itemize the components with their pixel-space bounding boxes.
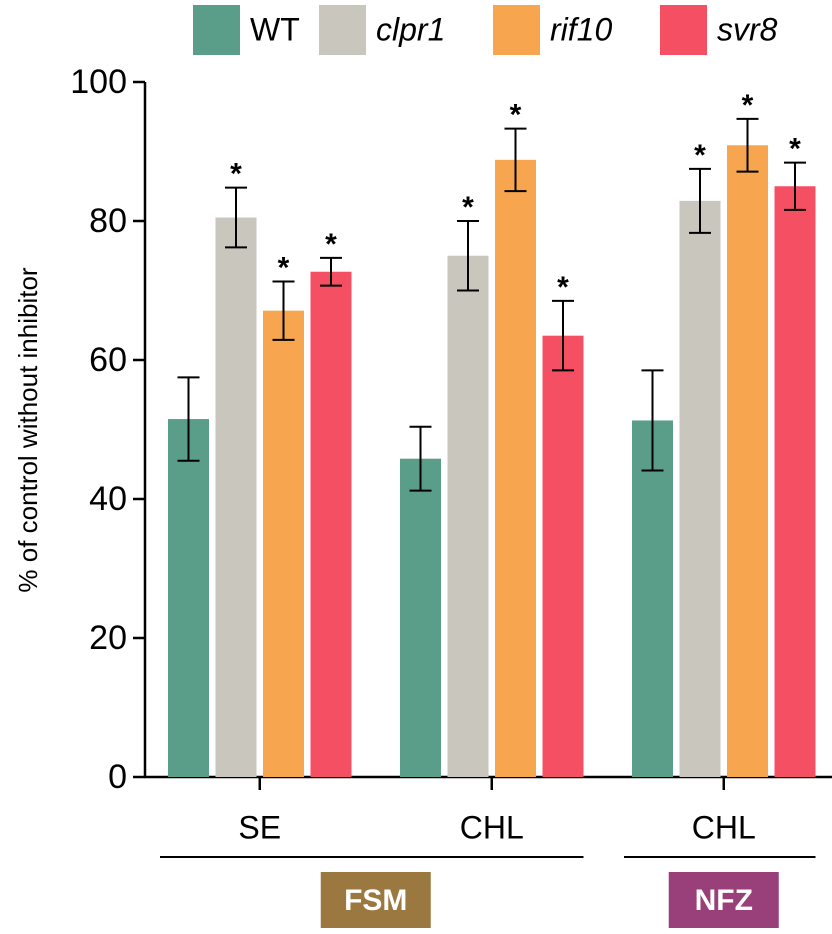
- bar: [774, 186, 816, 777]
- error-bar: [177, 376, 200, 462]
- significance-label: *: [325, 228, 337, 261]
- group-label: NFZ: [695, 884, 753, 917]
- significance-label: *: [694, 139, 706, 172]
- legend-swatch: [493, 5, 540, 55]
- legend-swatch: [660, 5, 707, 55]
- significance-label: *: [278, 251, 290, 284]
- error-bar: [641, 369, 664, 472]
- y-tick-label: 40: [89, 480, 127, 518]
- bar: [400, 458, 441, 777]
- x-tick-label: CHL: [460, 809, 524, 845]
- legend-swatch: [193, 5, 240, 55]
- bar: [310, 271, 352, 777]
- bar: [542, 335, 584, 777]
- bar: [495, 159, 536, 778]
- error-bar: [457, 220, 479, 292]
- bar: [679, 200, 721, 778]
- significance-label: *: [789, 133, 801, 166]
- group-label: FSM: [344, 884, 407, 917]
- group-box: [668, 872, 779, 928]
- y-tick-label: 0: [108, 758, 127, 796]
- error-bar: [689, 167, 711, 234]
- error-bar: [784, 161, 806, 211]
- legend-label: rif10: [550, 11, 612, 47]
- significance-label: *: [557, 271, 569, 304]
- legend-label: clpr1: [376, 11, 445, 47]
- error-bar: [225, 186, 247, 249]
- bar: [168, 419, 209, 777]
- y-tick-label: 80: [89, 202, 127, 240]
- error-bar: [504, 127, 527, 193]
- y-tick-label: 60: [89, 341, 127, 379]
- bar: [215, 217, 257, 777]
- significance-label: *: [230, 158, 242, 191]
- bar: [263, 310, 304, 777]
- legend-label: svr8: [717, 11, 778, 47]
- x-tick-label: SE: [238, 809, 281, 845]
- y-tick-label: 100: [70, 63, 127, 101]
- error-bar: [272, 280, 295, 341]
- bar: [727, 145, 768, 777]
- error-bar: [320, 256, 342, 287]
- y-axis-label: % of control without inhibitor: [13, 267, 43, 593]
- bar: [447, 255, 489, 777]
- group-box: [320, 872, 431, 928]
- legend-swatch: [319, 5, 366, 55]
- bar: [632, 420, 673, 777]
- significance-label: *: [462, 191, 474, 224]
- error-bar: [552, 299, 574, 372]
- significance-label: *: [742, 89, 754, 122]
- error-bar: [736, 117, 759, 173]
- y-tick-label: 20: [89, 619, 127, 657]
- legend-label: WT: [250, 11, 300, 47]
- x-tick-label: CHL: [692, 809, 756, 845]
- significance-label: *: [510, 98, 522, 131]
- error-bar: [409, 425, 432, 492]
